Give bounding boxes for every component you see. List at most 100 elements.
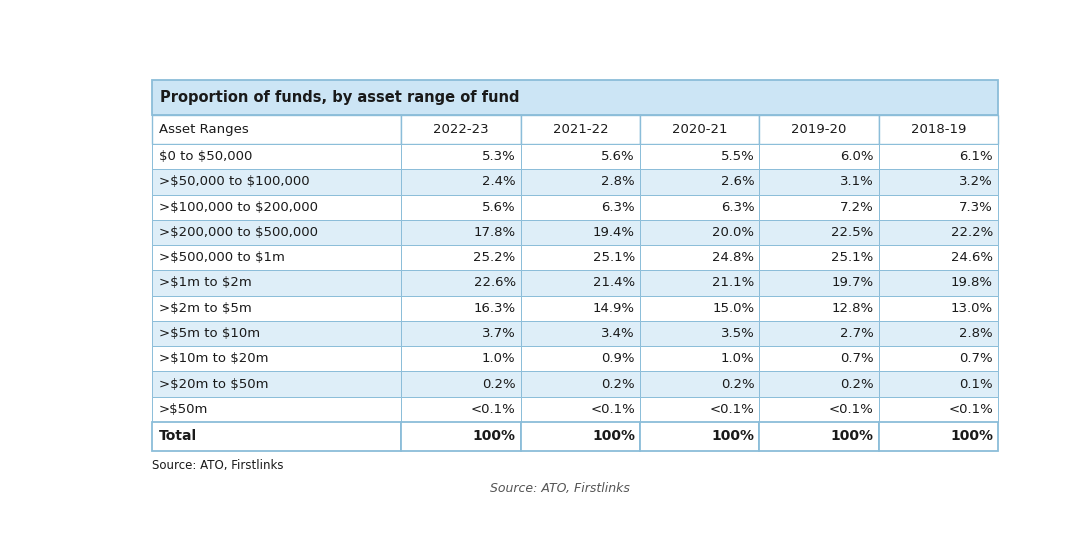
Text: 0.1%: 0.1% [960,377,993,391]
Bar [402,220,521,245]
Bar [640,115,759,144]
Bar [879,115,998,144]
Bar [759,321,879,346]
Text: <0.1%: <0.1% [471,403,515,416]
Bar [152,220,402,245]
Text: 22.5%: 22.5% [831,226,874,239]
Bar [759,245,879,270]
Text: Asset Ranges: Asset Ranges [158,123,248,136]
Bar [521,169,640,195]
Text: >\$200,000 to \$500,000: >\$200,000 to \$500,000 [158,226,318,239]
Text: 3.5%: 3.5% [721,327,755,340]
Text: 21.4%: 21.4% [593,276,634,289]
Bar [640,346,759,371]
Bar [152,195,402,220]
Bar [879,321,998,346]
Text: 100%: 100% [950,429,993,443]
Text: 3.4%: 3.4% [602,327,634,340]
Text: 2.6%: 2.6% [721,176,755,188]
Bar [521,220,640,245]
Text: 22.6%: 22.6% [474,276,515,289]
Text: 21.1%: 21.1% [712,276,755,289]
Text: Total: Total [158,429,197,443]
Text: 19.4%: 19.4% [593,226,634,239]
Bar [521,245,640,270]
Bar [879,346,998,371]
Text: 2.8%: 2.8% [960,327,993,340]
Text: >\$2m to \$5m: >\$2m to \$5m [158,302,251,315]
Bar [879,169,998,195]
Text: 12.8%: 12.8% [831,302,874,315]
Text: 17.8%: 17.8% [474,226,515,239]
Bar [759,220,879,245]
Bar [759,115,879,144]
Text: Source: ATO, Firstlinks: Source: ATO, Firstlinks [489,482,630,495]
Bar [402,270,521,295]
Text: 15.0%: 15.0% [712,302,755,315]
Text: 100%: 100% [473,429,515,443]
Bar [152,397,402,422]
Text: >\$50m: >\$50m [158,403,207,416]
Bar [402,346,521,371]
Bar [402,422,521,451]
Bar [152,422,402,451]
Bar [152,295,402,321]
Bar [152,144,402,169]
Text: 0.2%: 0.2% [721,377,755,391]
Text: 0.2%: 0.2% [840,377,874,391]
Bar [521,397,640,422]
Bar [402,115,521,144]
Bar [521,270,640,295]
Text: >\$1m to \$2m: >\$1m to \$2m [158,276,251,289]
Text: Proportion of funds, by asset range of fund: Proportion of funds, by asset range of f… [161,90,520,106]
Text: 25.1%: 25.1% [593,251,634,264]
Text: 5.6%: 5.6% [482,201,515,214]
Text: 24.8%: 24.8% [712,251,755,264]
Text: 7.2%: 7.2% [840,201,874,214]
Bar [152,346,402,371]
Text: 2.7%: 2.7% [840,327,874,340]
Bar [521,371,640,397]
Bar [879,422,998,451]
Text: >\$50,000 to \$100,000: >\$50,000 to \$100,000 [158,176,309,188]
Text: 100%: 100% [711,429,755,443]
Bar [152,115,402,144]
Text: 2020-21: 2020-21 [672,123,727,136]
Text: Source: ATO, Firstlinks: Source: ATO, Firstlinks [152,459,283,472]
Bar [521,321,640,346]
Text: 0.9%: 0.9% [602,352,634,365]
Bar [879,270,998,295]
Bar [879,195,998,220]
Bar [640,371,759,397]
Bar [152,169,402,195]
Text: 19.8%: 19.8% [951,276,993,289]
Bar [521,115,640,144]
Text: 3.7%: 3.7% [482,327,515,340]
Text: >\$5m to \$10m: >\$5m to \$10m [158,327,260,340]
Text: 0.7%: 0.7% [840,352,874,365]
Bar [879,397,998,422]
Bar [640,245,759,270]
Bar [402,195,521,220]
Text: >\$20m to \$50m: >\$20m to \$50m [158,377,268,391]
Bar [640,220,759,245]
Text: 19.7%: 19.7% [831,276,874,289]
Bar [402,397,521,422]
Text: 2019-20: 2019-20 [792,123,846,136]
Text: 5.6%: 5.6% [602,150,634,163]
Bar [640,195,759,220]
Bar [879,220,998,245]
Text: 6.3%: 6.3% [721,201,755,214]
Bar [640,397,759,422]
Text: >\$10m to \$20m: >\$10m to \$20m [158,352,268,365]
Bar [759,371,879,397]
Bar [640,422,759,451]
Text: 5.5%: 5.5% [721,150,755,163]
Bar [640,270,759,295]
Bar [521,346,640,371]
Bar [759,397,879,422]
Text: 2.8%: 2.8% [602,176,634,188]
Bar [640,169,759,195]
Bar [402,169,521,195]
Text: 2021-22: 2021-22 [553,123,608,136]
